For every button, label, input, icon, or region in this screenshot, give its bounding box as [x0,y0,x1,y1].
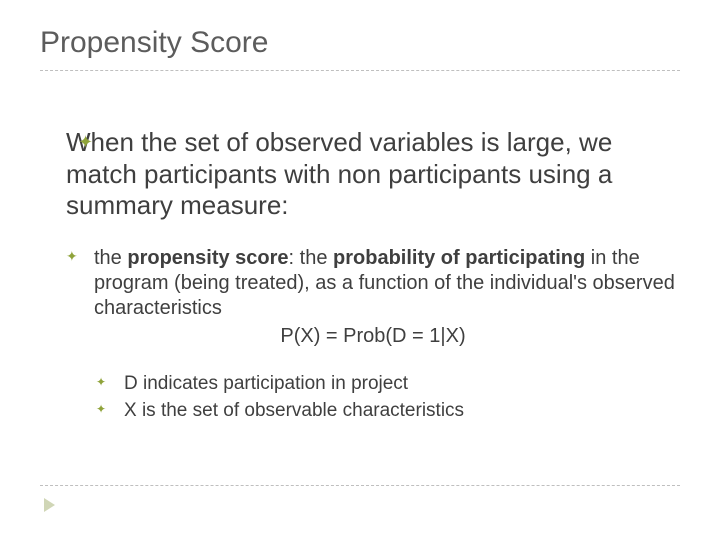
text-bold: propensity score [127,247,288,269]
text-bold: probability of participating [333,247,585,269]
footer-divider [40,485,680,486]
body-text-l1: When the set of observed variables is la… [66,127,680,222]
bullet-l2-row: ✦ the propensity score: the probability … [66,246,680,348]
bullet-l3-row: ✦ X is the set of observable characteris… [96,399,680,424]
text-span: the [94,247,127,269]
star-bullet-icon: ✦ [96,402,106,416]
star-bullet-icon: ✦ [66,248,78,265]
body-text-l3: D indicates participation in project [124,372,680,397]
text-span: : the [289,247,333,269]
formula-text: P(X) = Prob(D = 1|X) [66,325,680,348]
star-bullet-icon: ✦ [96,375,106,389]
arrow-right-icon [44,498,55,512]
title-divider [40,70,680,71]
body-text-l3: X is the set of observable characteristi… [124,399,680,424]
slide: Propensity Score ✦ When the set of obser… [0,0,720,540]
slide-title: Propensity Score [40,26,680,60]
content-area: ✦ When the set of observed variables is … [40,127,680,424]
bullet-l3-group: ✦ D indicates participation in project ✦… [96,372,680,423]
body-text-l2: the propensity score: the probability of… [94,246,680,321]
bullet-l3-row: ✦ D indicates participation in project [96,372,680,397]
star-bullet-icon: ✦ [78,133,93,151]
bullet-l1-row: ✦ When the set of observed variables is … [40,127,680,222]
